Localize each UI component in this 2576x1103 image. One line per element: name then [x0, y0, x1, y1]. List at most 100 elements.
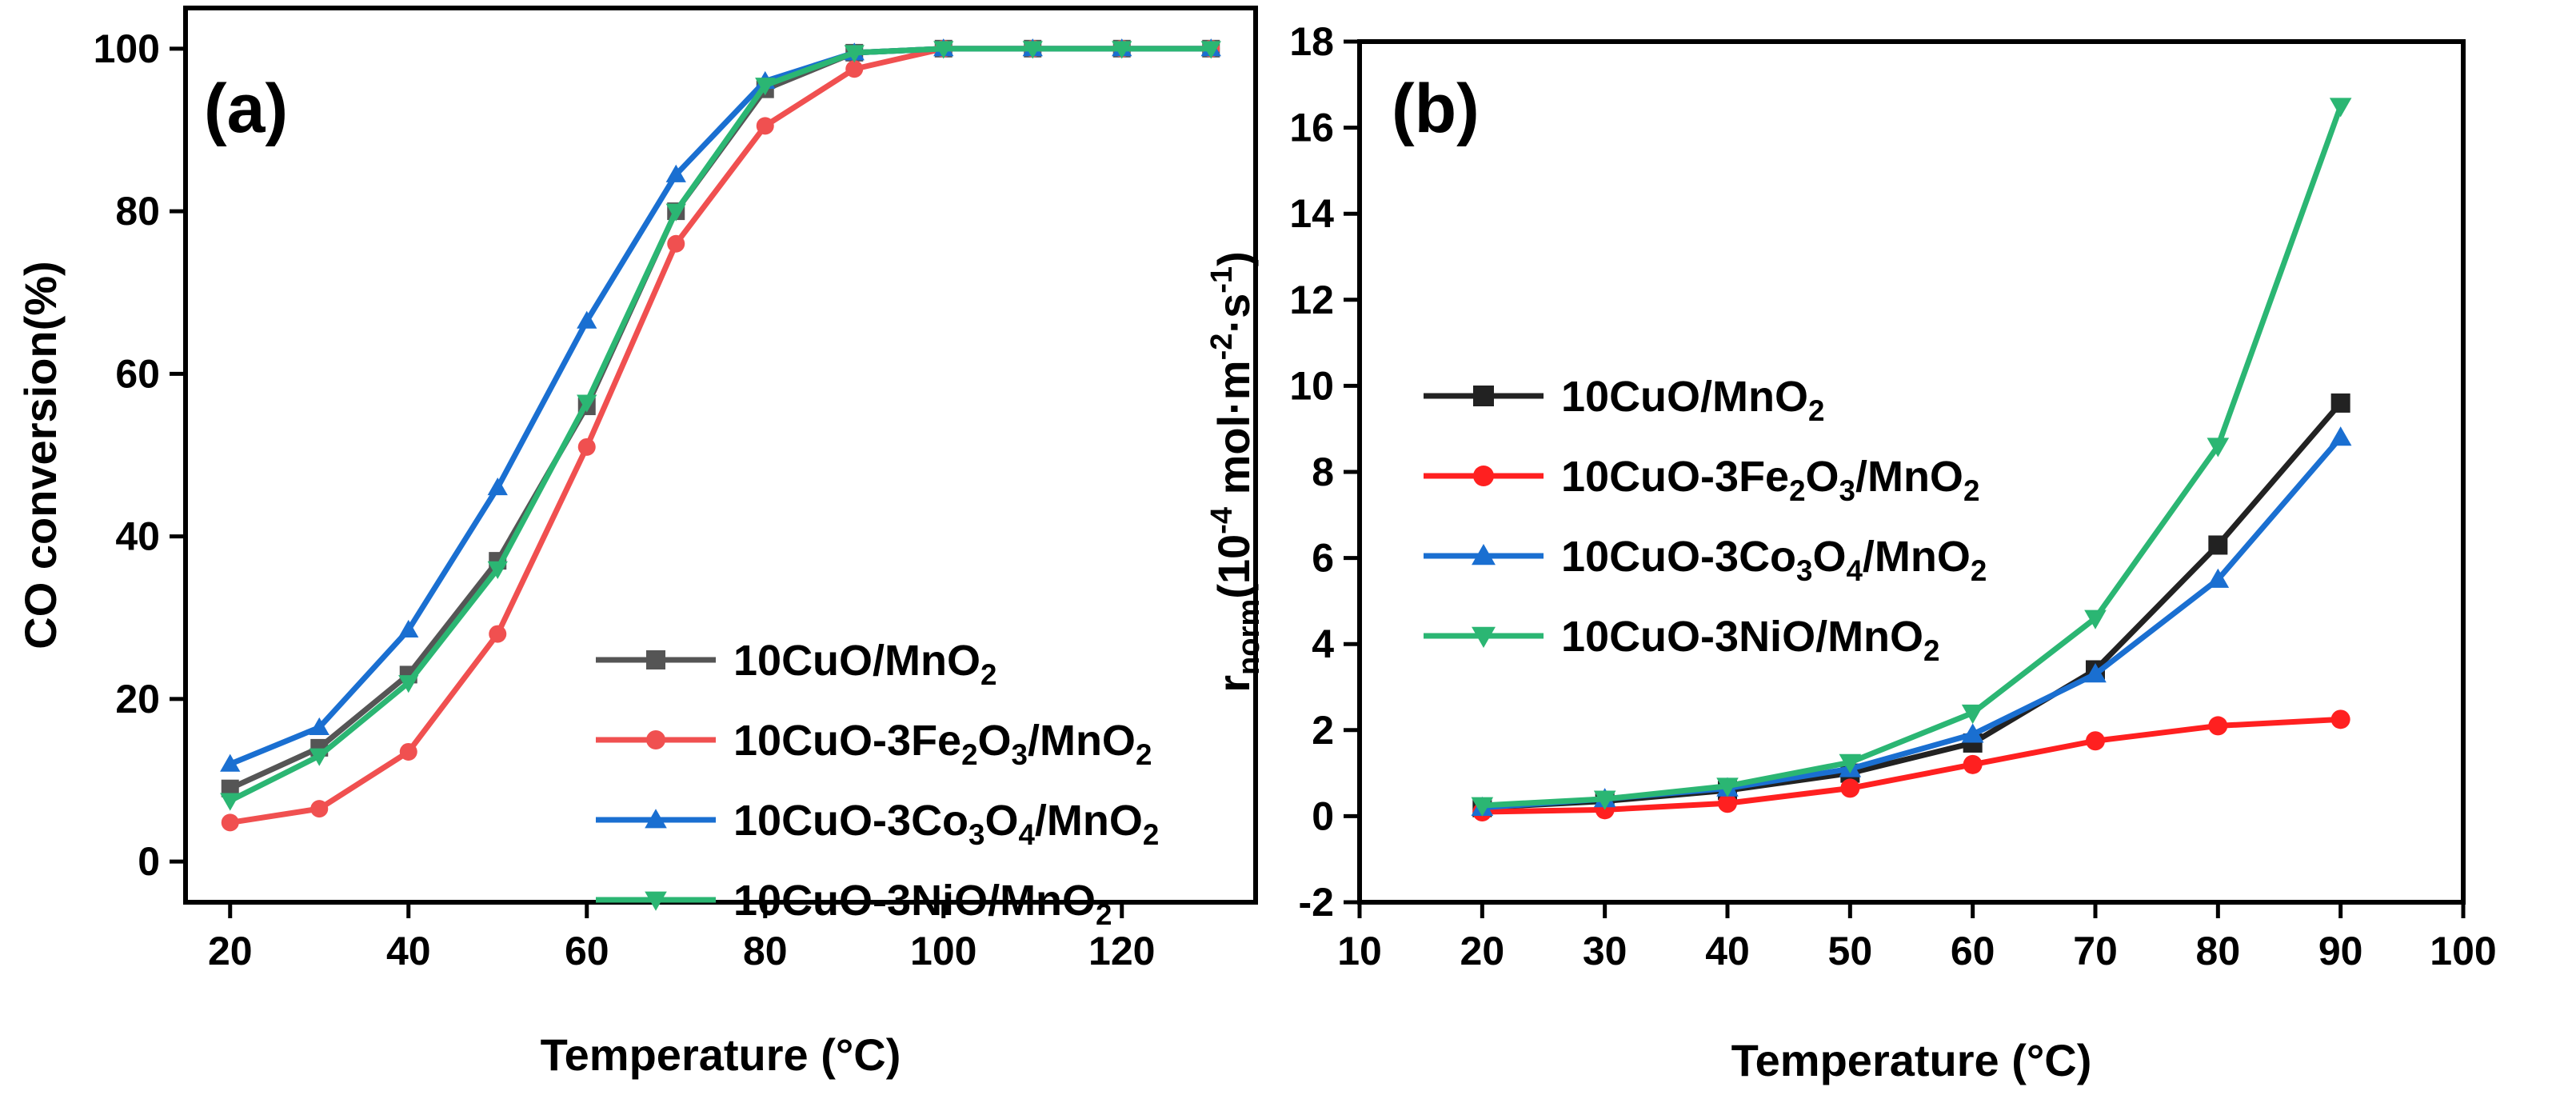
plot-frame [183, 6, 1258, 905]
y-axis-title: rnorm(10-4 mol·m-2·s-1) [1205, 251, 1266, 693]
data-point [2208, 716, 2228, 736]
x-tick-label: 60 [1951, 929, 1995, 973]
legend-label-part: 2 [1808, 394, 1824, 427]
data-point [1022, 41, 1043, 59]
x-tick-label: 20 [208, 929, 253, 973]
y-tick-label: 4 [1312, 621, 1334, 666]
series-3 [220, 41, 1221, 811]
x-tick-label: 70 [2073, 929, 2118, 973]
legend-label: 10CuO-3NiO/MnO2 [1561, 613, 1939, 667]
legend-label-part: 10CuO/MnO [733, 637, 980, 685]
data-point [1961, 723, 1984, 743]
legend-label-part: 10CuO-3Co [733, 797, 968, 845]
data-point [489, 625, 507, 643]
data-point [665, 203, 686, 222]
data-point [845, 60, 864, 78]
x-tick-label: 10 [1337, 929, 1382, 973]
data-point [1961, 704, 1984, 725]
legend-label-part: 10CuO-3Fe [733, 717, 961, 765]
y-tick-label: 10 [1289, 363, 1334, 408]
legend-label-part: 10CuO-3NiO/MnO [1561, 613, 1923, 661]
legend: 10CuO/MnO210CuO-3Fe2O3/MnO210CuO-3Co3O4/… [1424, 373, 1987, 667]
x-tick-label: 80 [743, 929, 788, 973]
data-point [844, 45, 865, 63]
data-point [487, 478, 508, 496]
chart-panel-b: 10 20 30 40 50 60 70 80 90 100 -2 0 2 4 6 8 10 12 14 16 18 Te… [1205, 19, 2497, 1085]
legend-label-part: /MnO [1855, 453, 1963, 501]
legend-label: 10CuO-3NiO/MnO2 [733, 877, 1112, 931]
data-point [1593, 790, 1616, 810]
legend-label: 10CuO/MnO2 [1561, 373, 1824, 427]
data-point [1471, 797, 1494, 817]
x-tick-label: 90 [2318, 929, 2363, 973]
y-axis-title-part: norm [1232, 599, 1266, 675]
y-axis-title-part: (10 [1208, 534, 1259, 599]
data-point [667, 234, 685, 253]
y-tick-label: 12 [1289, 278, 1334, 322]
data-point [309, 717, 329, 735]
y-tick-label: 80 [115, 189, 160, 234]
y-axis-title: CO conversion(%) [15, 261, 66, 649]
legend-label: 10CuO-3Co3O4/MnO2 [1561, 533, 1987, 587]
legend-label: 10CuO-3Fe2O3/MnO2 [733, 717, 1152, 771]
data-point [399, 742, 417, 761]
data-point [2329, 426, 2352, 446]
legend-label: 10CuO/MnO2 [733, 637, 996, 691]
legend-label-part: /MnO [1863, 533, 1971, 581]
legend-label-part: 3 [1839, 474, 1855, 507]
legend-label-part: /MnO [1035, 797, 1143, 845]
y-tick-label: 14 [1289, 191, 1334, 236]
x-tick-label: 40 [386, 929, 431, 973]
y-axis-title-part: r [1208, 675, 1259, 693]
data-point [1840, 778, 1860, 798]
legend-label-part: 10CuO/MnO [1561, 373, 1808, 421]
y-tick-label: 8 [1312, 450, 1334, 494]
data-point [221, 813, 239, 832]
data-point [1716, 777, 1739, 797]
data-point [220, 793, 241, 811]
data-point [1839, 753, 1862, 773]
legend-label-part: O [1812, 533, 1846, 581]
series-line [229, 46, 1212, 791]
legend-label-part: 10CuO-3Fe [1561, 453, 1789, 501]
x-tick-label: 20 [1460, 929, 1505, 973]
y-tick-label: 40 [115, 514, 160, 559]
legend-marker [646, 650, 665, 669]
legend-marker [1472, 626, 1496, 648]
data-point [756, 117, 774, 135]
series-line [229, 46, 1212, 804]
legend-marker [1472, 544, 1496, 565]
x-tick-label: 50 [1828, 929, 1873, 973]
legend-label-part: 2 [961, 738, 977, 771]
legend-label-part: 2 [1789, 474, 1805, 507]
y-tick-label: 20 [115, 677, 160, 721]
legend-label-part: 2 [1963, 474, 1979, 507]
legend-label-part: /MnO [1028, 717, 1136, 765]
y-tick-label: 18 [1289, 19, 1334, 64]
data-point [665, 164, 686, 182]
legend-label-part: O [978, 717, 1012, 765]
series-line [1482, 105, 2343, 809]
legend-label-part: 2 [1136, 738, 1152, 771]
legend-label-part: 2 [980, 658, 996, 691]
y-axis-title-part: ) [1208, 251, 1259, 266]
legend-label-part: 4 [1018, 818, 1035, 851]
legend-label-part: 10CuO-3Co [1561, 533, 1796, 581]
legend-label-part: 3 [1796, 554, 1812, 587]
panel-label: (a) [204, 70, 288, 147]
y-axis-title-part: -2 [1205, 334, 1239, 361]
y-axis-title-part: ·s [1208, 294, 1259, 334]
y-axis-title-part: -4 [1205, 507, 1239, 534]
legend-label-part: O [984, 797, 1018, 845]
data-point [2330, 709, 2350, 729]
legend-marker [1473, 386, 1494, 406]
data-point [221, 779, 239, 797]
x-tick-label: 100 [2430, 929, 2496, 973]
y-axis-title-part: mol·m [1208, 360, 1259, 507]
data-point [398, 619, 419, 638]
legend-marker [645, 809, 667, 829]
legend-label-part: 10CuO-3NiO/MnO [733, 877, 1096, 925]
x-tick-label: 100 [910, 929, 976, 973]
x-tick-label: 30 [1583, 929, 1627, 973]
